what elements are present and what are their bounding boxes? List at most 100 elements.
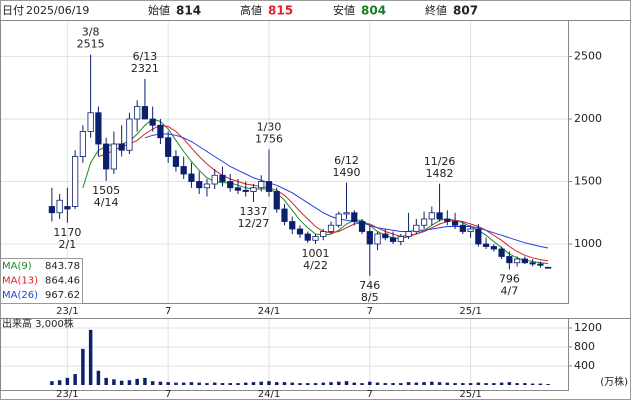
- volume-bar: [81, 348, 85, 385]
- volume-bar: [158, 381, 163, 385]
- header-label: 安値: [333, 3, 355, 17]
- volume-bar: [50, 381, 54, 385]
- candle-body: [420, 218, 428, 226]
- candle-body: [498, 248, 505, 257]
- y-tick-label: 2500: [574, 50, 602, 63]
- annotation-date: 11/26: [424, 155, 456, 168]
- x-tick-label: 24/1: [258, 306, 280, 317]
- y-tick-label: 1200: [574, 321, 602, 334]
- volume-bar: [375, 382, 380, 385]
- candle-body: [413, 224, 420, 232]
- candle-body: [219, 174, 226, 182]
- volume-bar: [236, 383, 240, 385]
- volume-bar: [119, 380, 124, 385]
- annotation-date: 6/13: [133, 50, 158, 63]
- candle-body: [475, 228, 482, 245]
- candle-body: [103, 143, 110, 170]
- volume-bar: [507, 382, 512, 385]
- volume-bar: [538, 383, 543, 385]
- volume-bar: [197, 382, 201, 385]
- candle-body: [165, 137, 172, 157]
- annotation-date: 3/8: [82, 26, 100, 39]
- candle-body: [389, 237, 397, 242]
- volume-bar: [476, 382, 481, 385]
- volume-bar: [383, 383, 388, 385]
- candle-body: [405, 231, 412, 237]
- volume-bar: [267, 381, 271, 385]
- annotation-price: 1170: [53, 226, 81, 239]
- legend-value: 864.46: [45, 276, 80, 287]
- volume-bar: [274, 382, 279, 385]
- header-value: 804: [361, 4, 386, 18]
- annotation-price: 2515: [77, 38, 105, 51]
- candle-body: [320, 231, 327, 237]
- volume-bar: [468, 383, 473, 385]
- candle-body: [79, 131, 87, 157]
- candle-body: [366, 231, 373, 245]
- legend-value: 967.62: [45, 290, 80, 301]
- annotation-date: 1/30: [257, 121, 282, 134]
- candle-body: [196, 181, 203, 189]
- x-tick-label: 25/1: [459, 306, 481, 317]
- candle-body: [459, 224, 466, 232]
- volume-bar: [228, 383, 232, 385]
- volume-bar: [546, 384, 550, 385]
- annotation-price: 1505: [92, 184, 120, 197]
- candle-body: [188, 173, 195, 182]
- volume-bar: [329, 382, 333, 385]
- volume-bar: [368, 381, 372, 385]
- volume-bar: [282, 382, 287, 385]
- candle-body: [467, 228, 474, 232]
- candle-body: [374, 233, 381, 245]
- volume-bar: [243, 382, 248, 385]
- volume-bar: [73, 374, 77, 385]
- header-value: 807: [453, 4, 478, 18]
- volume-bar: [399, 383, 403, 385]
- annotation-date: 6/12: [334, 154, 359, 167]
- x-tick-label: 7: [165, 389, 171, 400]
- volume-bar: [298, 383, 302, 385]
- y-tick-label: 1500: [574, 175, 602, 188]
- annotation-price: 2321: [131, 62, 159, 75]
- volume-bar: [290, 382, 294, 385]
- volume-bar: [321, 382, 326, 385]
- volume-bar: [492, 383, 496, 385]
- annotation-date: 4/7: [501, 285, 519, 298]
- volume-bar: [391, 383, 395, 385]
- volume-bar: [422, 382, 426, 385]
- volume-bar: [174, 382, 178, 385]
- candle-body: [335, 213, 342, 226]
- candle-body: [490, 246, 497, 250]
- volume-bar: [65, 377, 70, 385]
- candle-body: [513, 258, 521, 264]
- candle-body: [358, 221, 366, 232]
- candle-body: [149, 118, 156, 126]
- x-tick-label: 25/1: [459, 389, 481, 400]
- candle-body: [180, 166, 187, 175]
- volume-title: 出来高 3,000株: [2, 317, 74, 330]
- candle-body: [273, 191, 280, 210]
- annotation-price: 746: [359, 279, 380, 292]
- x-tick-label: 7: [367, 389, 373, 400]
- volume-bar: [127, 380, 132, 385]
- volume-bar: [57, 380, 62, 385]
- candle-body: [506, 256, 513, 264]
- candle-body: [211, 174, 218, 185]
- volume-bar: [499, 382, 504, 385]
- annotation-date: 2/1: [59, 238, 77, 251]
- volume-bar: [313, 383, 318, 385]
- candle-body: [343, 212, 350, 215]
- volume-bar: [104, 377, 108, 385]
- header-label: 日付: [2, 4, 24, 17]
- x-tick-label: 24/1: [258, 389, 280, 400]
- header-value: 815: [268, 4, 293, 18]
- annotation-date: 8/5: [361, 291, 379, 304]
- legend-name: MA(13): [2, 276, 38, 287]
- volume-bar: [437, 382, 442, 385]
- volume-bar: [88, 329, 93, 385]
- legend-box: [0, 258, 83, 304]
- candle-body: [87, 112, 94, 132]
- candle-body: [312, 236, 319, 241]
